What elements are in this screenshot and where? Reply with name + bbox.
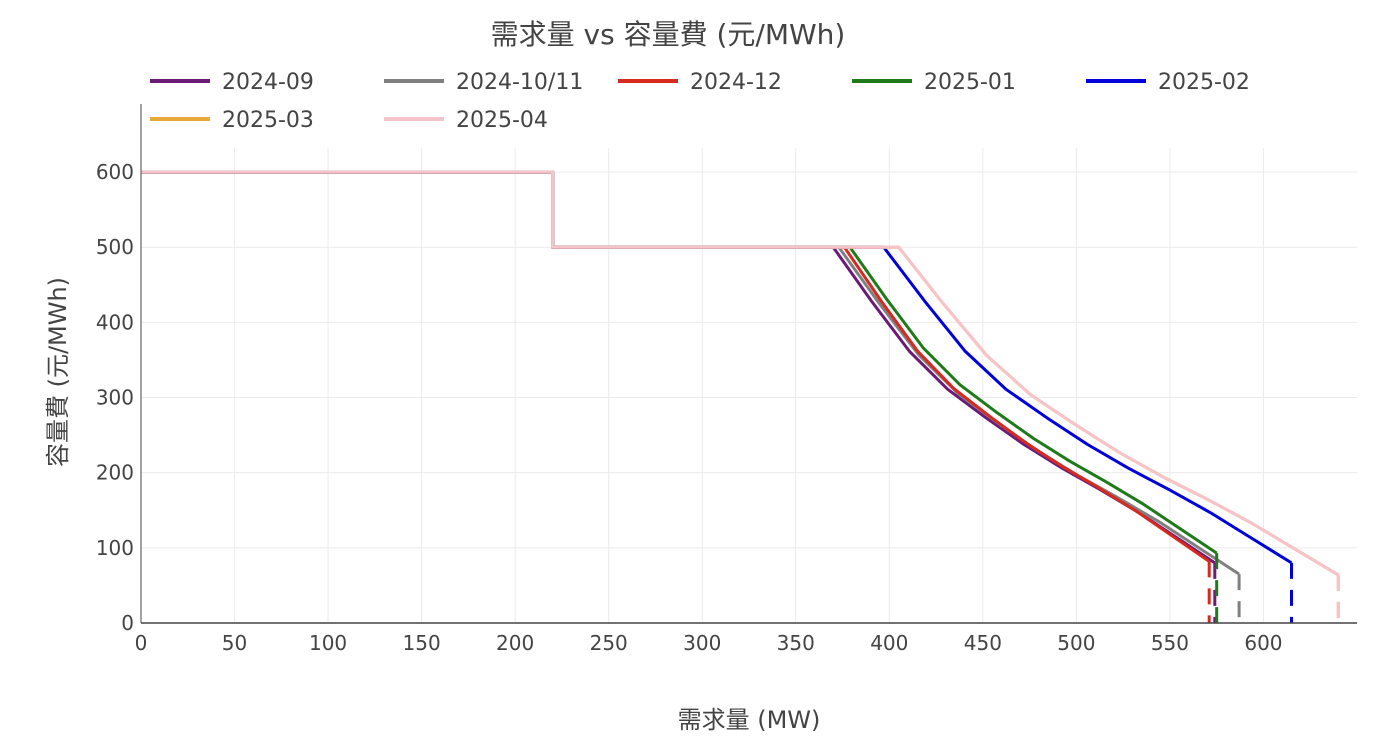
legend-label: 2024-10/11 xyxy=(456,70,583,95)
x-tick-label: 450 xyxy=(964,631,1002,655)
x-tick-label: 100 xyxy=(309,631,347,655)
legend-label: 2024-12 xyxy=(690,70,782,95)
x-tick-label: 200 xyxy=(496,631,534,655)
x-tick-label: 350 xyxy=(777,631,815,655)
legend-label: 2025-02 xyxy=(1158,70,1250,95)
x-tick-label: 500 xyxy=(1057,631,1095,655)
x-tick-label: 550 xyxy=(1151,631,1189,655)
y-tick-label: 300 xyxy=(96,386,134,410)
chart-title: 需求量 vs 容量費 (元/MWh) xyxy=(491,18,846,51)
x-tick-label: 50 xyxy=(222,631,247,655)
x-tick-label: 400 xyxy=(870,631,908,655)
x-tick-label: 600 xyxy=(1244,631,1282,655)
y-tick-label: 500 xyxy=(96,235,134,259)
legend-label: 2025-03 xyxy=(222,108,314,133)
y-tick-label: 400 xyxy=(96,310,134,334)
y-axis-label: 容量費 (元/MWh) xyxy=(44,277,72,467)
series-line-2025-01 xyxy=(141,170,1218,555)
legend-item-2025-01[interactable]: 2025-01 xyxy=(852,70,1016,95)
y-tick-label: 600 xyxy=(96,160,134,184)
y-tick-label: 200 xyxy=(96,461,134,485)
x-tick-label: 0 xyxy=(135,631,148,655)
y-tick-label: 0 xyxy=(121,611,134,635)
y-tick-label: 100 xyxy=(96,536,134,560)
series-line-2025-04 xyxy=(141,170,1340,577)
x-tick-label: 150 xyxy=(403,631,441,655)
legend-item-2025-04[interactable]: 2025-04 xyxy=(384,108,548,133)
legend-item-2024-12[interactable]: 2024-12 xyxy=(618,70,782,95)
legend: 2024-09 2024-10/11 2024-12 2025-01 2025-02 20… xyxy=(150,70,1250,133)
x-tick-labels: 0 50 100 150 200 250 300 350 400 450 500 550 600 xyxy=(135,631,1283,655)
legend-label: 2025-01 xyxy=(924,70,1016,95)
legend-item-2024-10/11[interactable]: 2024-10/11 xyxy=(384,70,583,95)
legend-item-2024-09[interactable]: 2024-09 xyxy=(150,70,314,95)
series-line-2025-02 xyxy=(141,170,1293,565)
legend-item-2025-03[interactable]: 2025-03 xyxy=(150,108,314,133)
gridlines xyxy=(141,148,1357,623)
legend-label: 2024-09 xyxy=(222,70,314,95)
x-axis-label: 需求量 (MW) xyxy=(678,706,821,734)
series-line-2024-10/11 xyxy=(141,170,1240,576)
x-tick-label: 300 xyxy=(683,631,721,655)
series-group xyxy=(141,170,1340,623)
series-line-2024-09 xyxy=(141,170,1216,565)
x-tick-label: 250 xyxy=(590,631,628,655)
y-tick-labels: 0 100 200 300 400 500 600 xyxy=(96,160,134,635)
series-line-2024-12 xyxy=(141,170,1211,563)
legend-item-2025-02[interactable]: 2025-02 xyxy=(1086,70,1250,95)
legend-label: 2025-04 xyxy=(456,108,548,133)
